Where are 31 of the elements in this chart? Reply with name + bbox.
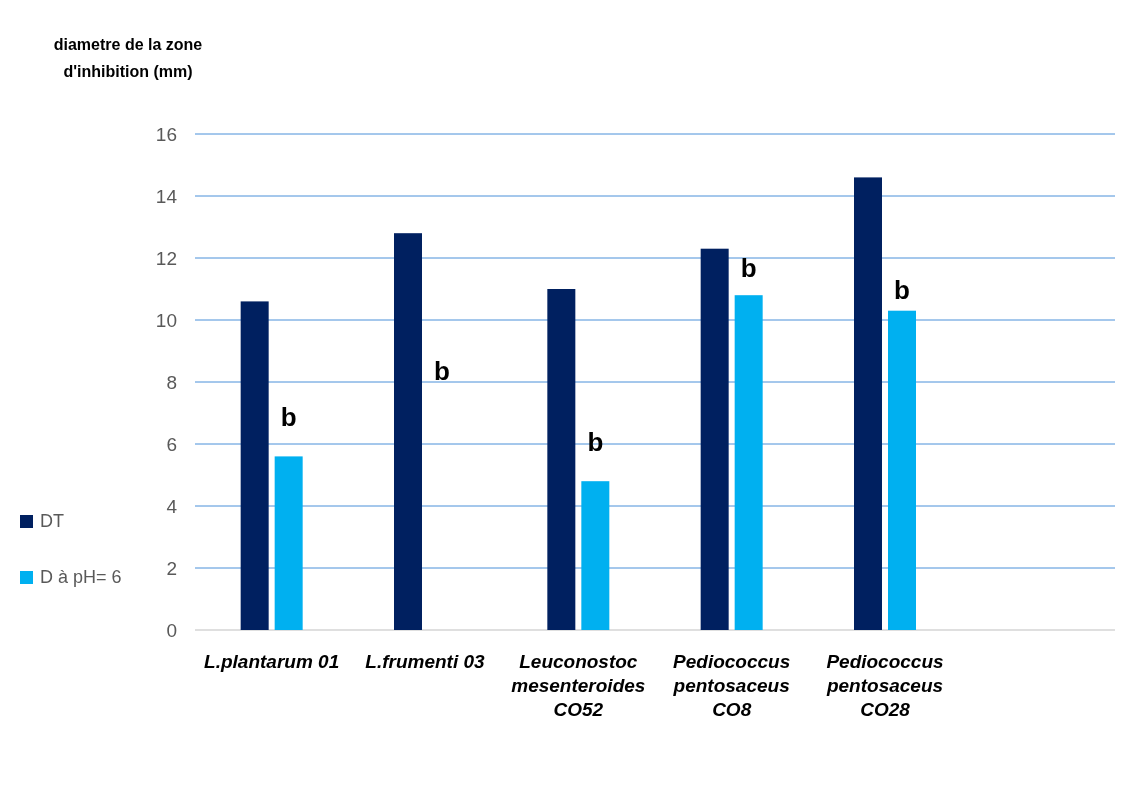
x-tick-label: Pediococcus pentosaceus CO28 [825, 651, 944, 720]
x-tick-label: L.plantarum 01 [204, 651, 340, 672]
y-tick-label: 2 [166, 557, 177, 579]
legend-label: D à pH= 6 [40, 566, 122, 587]
y-tick-label: 14 [155, 185, 178, 207]
bar [700, 248, 729, 630]
y-tick-label: 4 [166, 495, 178, 517]
annotation: b [740, 253, 757, 284]
annotation: b [894, 274, 910, 305]
legend-label: DT [40, 510, 64, 531]
bar [240, 301, 269, 630]
bar [394, 233, 422, 630]
annotation: b [587, 426, 604, 457]
x-tick-label: Leuconostoc mesenteroides CO52 [511, 651, 646, 720]
y-tick-label: 10 [155, 309, 177, 331]
y-tick-label: 12 [155, 247, 177, 269]
bar [888, 310, 916, 630]
bar [854, 177, 882, 630]
y-tick-label: 6 [166, 433, 177, 455]
y-axis-title: diametre de la zone d'inhibition (mm) [53, 36, 203, 80]
x-tick-label: Pediococcus pentosaceus CO8 [672, 651, 791, 720]
y-tick-label: 0 [166, 619, 177, 641]
bar [581, 481, 610, 630]
x-tick-label: L.frumenti 03 [365, 651, 486, 672]
bar [547, 289, 576, 630]
annotation: b [280, 402, 297, 433]
bar [734, 295, 763, 630]
y-tick-label: 8 [166, 371, 177, 393]
y-tick-label: 16 [155, 123, 177, 145]
bar [274, 456, 303, 630]
annotation: b [434, 355, 450, 386]
